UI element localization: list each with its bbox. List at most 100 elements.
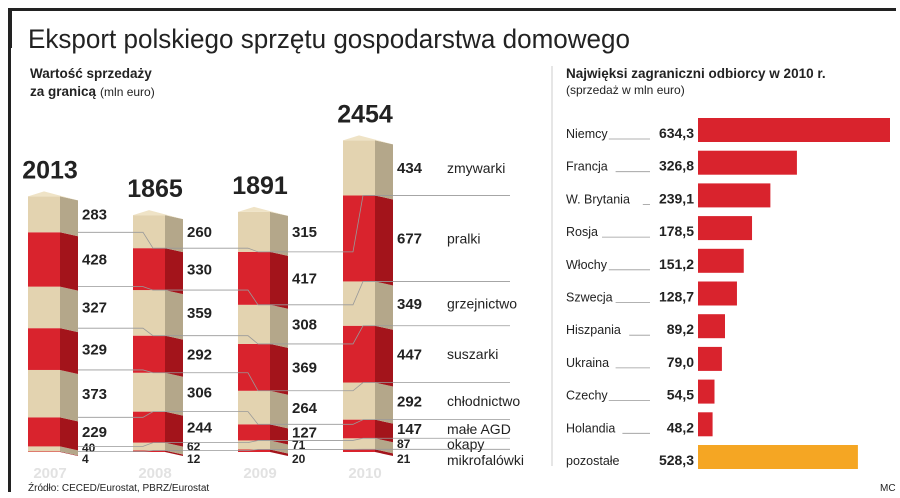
column-segment-2010-1: [343, 195, 375, 282]
top-rule: [8, 8, 896, 11]
column-side-2008-0: [165, 215, 183, 253]
column-segment-2007-6: [28, 446, 60, 452]
country-value: 89,2: [667, 321, 694, 337]
segment-value: 229: [82, 424, 107, 441]
country-label: Włochy: [566, 258, 608, 272]
segment-value: 292: [187, 346, 212, 363]
column-segment-2008-0: [133, 215, 165, 249]
country-label: Czechy: [566, 389, 608, 403]
segment-value: 62: [187, 440, 201, 454]
column-segment-2007-0: [28, 196, 60, 233]
connector-line-2: [78, 325, 510, 345]
country-label: Ukraina: [566, 356, 609, 370]
segment-value: 349: [397, 296, 422, 313]
column-segment-2008-5: [133, 411, 165, 443]
column-side-2007-2: [60, 286, 78, 333]
connector-line-4: [78, 411, 510, 425]
year-label: 2008: [138, 465, 171, 482]
connector-line-1: [78, 281, 510, 306]
bar-W. Brytania: [698, 183, 771, 208]
column-segment-2010-7: [343, 449, 375, 452]
column-total: 1865: [127, 175, 183, 203]
country-label: Szwecja: [566, 291, 613, 305]
segment-value: 330: [187, 261, 212, 278]
column-segment-2010-4: [343, 382, 375, 420]
column-segment-2009-5: [238, 424, 270, 441]
segment-value: 428: [82, 252, 107, 269]
country-label: Francja: [566, 160, 608, 174]
segment-value: 434: [397, 160, 423, 177]
bar-Szwecja: [698, 281, 737, 306]
country-label: Holandia: [566, 421, 615, 435]
connector-line-6: [78, 448, 510, 452]
country-label: pozostałe: [566, 454, 620, 468]
segment-value: 308: [292, 317, 317, 334]
column-segment-2009-1: [238, 251, 270, 305]
corner-rule: [8, 8, 12, 48]
divider: [551, 66, 553, 466]
column-total: 2454: [337, 100, 393, 128]
segment-value: 315: [292, 224, 317, 241]
segment-value: 21: [397, 452, 411, 466]
column-segment-2010-5: [343, 419, 375, 439]
segment-value: 260: [187, 224, 212, 241]
year-label: 2007: [33, 465, 66, 482]
country-value: 178,5: [659, 223, 694, 239]
series-label: mikrofalówki: [447, 452, 524, 468]
country-value: 48,2: [667, 419, 694, 435]
column-side-2009-2: [270, 304, 288, 348]
column-segment-2007-4: [28, 369, 60, 418]
bar-Hiszpania: [698, 314, 726, 339]
column-side-2008-4: [165, 372, 183, 416]
column-segment-2008-4: [133, 372, 165, 412]
bar-pozostałe: [698, 445, 858, 469]
column-side-2010-4: [375, 382, 393, 424]
left-subtitle-unit: (mln euro): [100, 85, 155, 99]
column-side-2007-4: [60, 369, 78, 422]
column-segment-2008-3: [133, 335, 165, 373]
column-segment-2009-0: [238, 211, 270, 252]
column-segment-2007-5: [28, 417, 60, 447]
series-label: grzejnictwo: [447, 296, 517, 312]
country-label: Hiszpania: [566, 323, 621, 337]
connector-line-5: [78, 437, 510, 447]
column-side-2007-5: [60, 417, 78, 451]
column-side-2009-1: [270, 251, 288, 309]
right-title: Najwięksi zagraniczni odbiorcy w 2010 r.: [566, 66, 826, 81]
country-value: 151,2: [659, 256, 694, 272]
segment-value: 127: [292, 425, 317, 442]
column-segment-2010-0: [343, 140, 375, 196]
column-segment-2010-2: [343, 281, 375, 326]
country-value: 128,7: [659, 289, 694, 305]
segment-value: 4: [82, 452, 89, 466]
country-value: 326,8: [659, 158, 694, 174]
year-label: 2010: [348, 465, 381, 482]
column-side-2010-2: [375, 281, 393, 330]
column-segment-2010-6: [343, 438, 375, 450]
country-label: Niemcy: [566, 127, 608, 141]
series-label: małe AGD: [447, 421, 511, 437]
column-side-2007-1: [60, 232, 78, 291]
segment-value: 327: [82, 300, 107, 317]
column-total: 1891: [232, 172, 288, 200]
bar-Niemcy: [698, 118, 890, 142]
country-value: 79,0: [667, 354, 694, 370]
bar-Ukraina: [698, 346, 722, 371]
segment-value: 20: [292, 452, 306, 466]
bar-Rosja: [698, 216, 753, 241]
column-side-2009-5: [270, 424, 288, 445]
column-top-2008: [133, 210, 183, 220]
series-label: zmywarki: [447, 160, 505, 176]
segment-value: 264: [292, 400, 318, 417]
segment-value: 677: [397, 231, 422, 248]
column-segment-2007-7: [28, 451, 60, 452]
source-note: Źródło: CECED/Eurostat, PBRZ/Eurostat: [28, 481, 209, 494]
bar-Włochy: [698, 248, 744, 273]
page-title: Eksport polskiego sprzętu gospodarstwa d…: [28, 24, 630, 54]
stacked-columns: 2013200744022937332932742828318652008126…: [22, 100, 524, 482]
column-segment-2007-1: [28, 232, 60, 287]
bar-Francja: [698, 150, 797, 175]
segment-value: 147: [397, 421, 422, 438]
column-top-2010: [343, 135, 393, 145]
